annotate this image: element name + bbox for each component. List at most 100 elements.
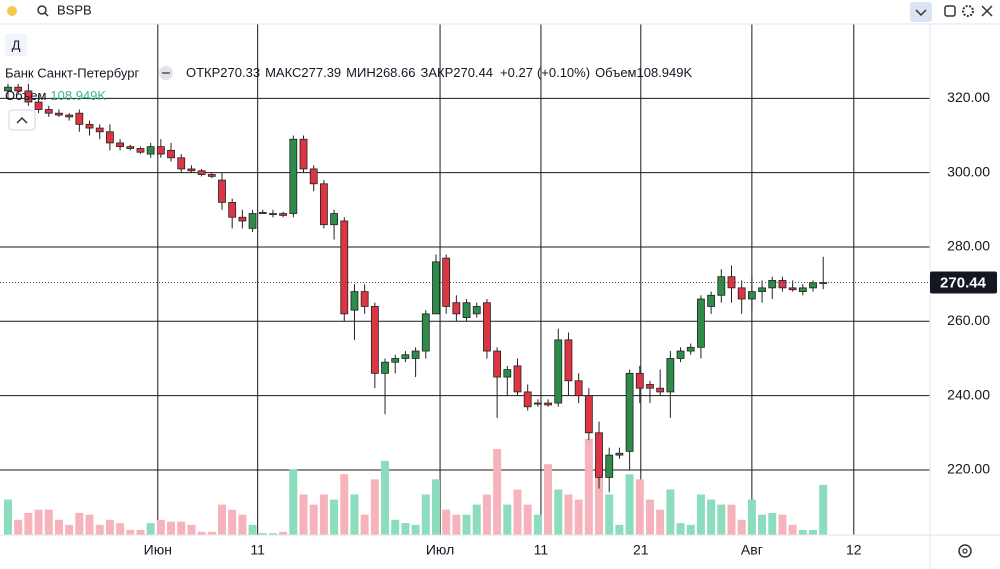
open-value: 270.33 <box>220 65 260 80</box>
candle-body <box>574 380 583 397</box>
volume-bar <box>747 499 756 535</box>
volume-bar <box>330 499 339 535</box>
volume-bar <box>727 504 736 535</box>
candle-body <box>126 146 135 149</box>
candle-body <box>207 174 216 177</box>
high-label: МАКС <box>265 65 301 80</box>
volume-bar <box>656 509 665 535</box>
volume-bar <box>809 529 818 535</box>
volume-bar <box>238 514 247 535</box>
candle-body <box>248 213 257 229</box>
low-label: МИН <box>346 65 376 80</box>
candle-body <box>44 109 53 114</box>
ohlc-legend: ОТКР270.33 МАКС277.39 МИН268.66 ЗАКР270.44 +… <box>186 65 692 80</box>
volume-bar <box>105 519 114 535</box>
volume-bar <box>228 509 237 535</box>
volume-bar <box>350 494 359 535</box>
candle-body <box>615 452 624 456</box>
close-button[interactable] <box>981 5 993 17</box>
candle-body <box>523 391 532 408</box>
candle-body <box>697 298 705 348</box>
candle-body <box>177 157 186 170</box>
volume-bar <box>768 512 777 535</box>
volume-bar <box>401 523 410 535</box>
volume-bar <box>340 474 349 535</box>
candle-body <box>758 287 766 292</box>
x-tick-label: 11 <box>250 542 265 558</box>
window-dot[interactable] <box>7 6 17 16</box>
change-pct: (+0.10%) <box>537 65 590 80</box>
close-value: 270.44 <box>453 65 493 80</box>
settings-button[interactable] <box>962 5 974 17</box>
candle-body <box>737 287 746 300</box>
volume-bar <box>493 448 502 535</box>
legend-bg <box>3 64 148 84</box>
collapse-legend-button[interactable] <box>8 109 36 131</box>
search-icon[interactable] <box>37 5 49 17</box>
volume-legend: Объем 108.949K <box>5 88 106 103</box>
volume-bar <box>717 504 726 535</box>
candle-body <box>747 291 756 300</box>
volume-bar <box>666 489 675 535</box>
y-tick-label: 220.00 <box>947 461 990 477</box>
interval-button[interactable] <box>5 34 27 56</box>
candle-body <box>279 213 288 216</box>
x-tick-label: Авг <box>741 542 763 558</box>
candle-body <box>116 142 124 148</box>
volume-bar <box>788 524 797 535</box>
y-tick-label: 280.00 <box>947 238 990 254</box>
candle-body <box>554 339 563 404</box>
settings-icon[interactable] <box>958 544 972 558</box>
candle-body <box>167 149 175 159</box>
candle-body <box>218 179 226 203</box>
volume-bar <box>248 524 257 535</box>
candle-body <box>258 212 267 214</box>
close-label: ЗАКР <box>420 65 453 80</box>
candle-body <box>483 302 491 352</box>
volume-bar <box>635 479 644 535</box>
volume-bar <box>584 438 593 535</box>
candle-body <box>442 257 451 307</box>
volume-bar <box>503 504 512 535</box>
window-button[interactable] <box>944 5 956 17</box>
x-tick-label: Июл <box>426 542 454 558</box>
candle-body <box>493 350 502 378</box>
volume-bar <box>819 484 828 535</box>
candle-body <box>421 313 430 352</box>
candle-body <box>727 276 736 289</box>
volume-bar <box>431 479 440 535</box>
candle-body <box>238 216 247 222</box>
candle-body <box>605 454 614 478</box>
candle-body <box>370 306 379 374</box>
candle-body <box>360 291 369 307</box>
volume-value: 108.949K <box>50 88 106 103</box>
candle-body <box>65 114 74 118</box>
candle-body <box>106 131 114 144</box>
chart-title: Банк Санкт-Петербург <box>5 65 139 80</box>
volume-bar <box>696 494 705 535</box>
volume-bar <box>187 524 196 535</box>
volume-bar <box>676 523 685 535</box>
candle-body <box>686 346 695 352</box>
volume-bar <box>360 514 369 535</box>
candle-body <box>340 220 349 315</box>
collapse-button[interactable] <box>910 2 932 22</box>
candle-body <box>462 302 471 318</box>
candle-body <box>55 112 63 116</box>
candle-body <box>4 86 12 92</box>
candle-body <box>544 402 552 406</box>
chevron-up <box>16 116 28 124</box>
symbol[interactable]: BSPB <box>57 2 92 17</box>
candle-body <box>269 213 277 215</box>
change: +0.27 <box>500 65 533 80</box>
candle-body <box>24 90 33 103</box>
candle-body <box>411 350 420 359</box>
low-value: 268.66 <box>376 65 416 80</box>
volume-bar <box>146 523 155 535</box>
candle-body <box>432 261 440 315</box>
y-tick-label: 320.00 <box>947 89 990 105</box>
candle-body <box>136 148 145 153</box>
volume-bar <box>268 533 277 535</box>
candle-body <box>452 302 461 315</box>
